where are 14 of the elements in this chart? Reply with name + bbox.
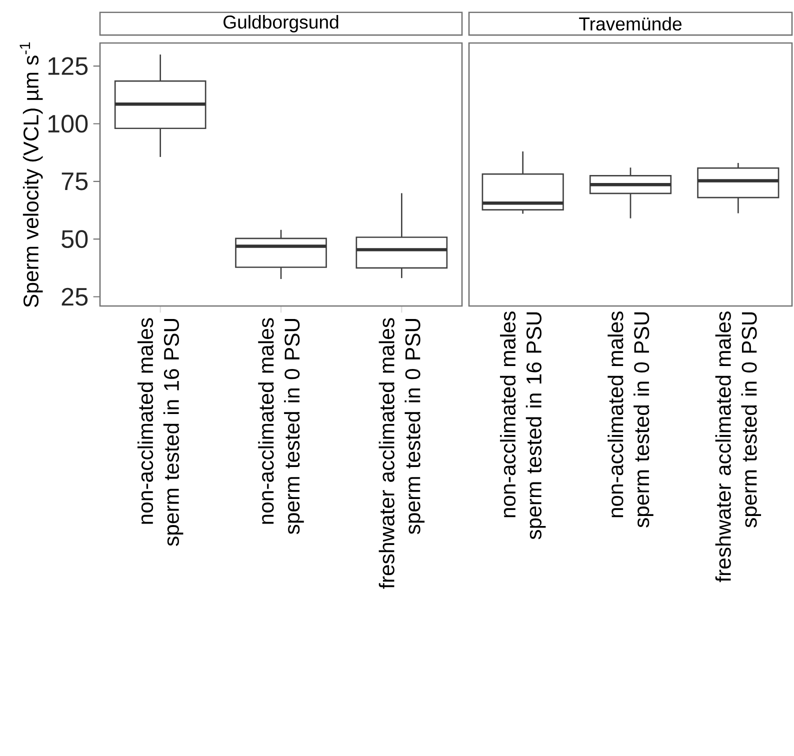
x-tick-label: freshwater acclimated males sperm tested in 0 PSU xyxy=(715,312,762,582)
x-tick-label: non-acclimated males sperm tested in 0 PSU xyxy=(608,312,654,528)
x-tick-label: non-acclimated males sperm tested in 16 PSU xyxy=(137,318,184,546)
y-tick-label: 75 xyxy=(62,172,88,190)
x-tick-label: non-acclimated males sperm tested in 0 PSU xyxy=(258,318,304,534)
y-tick-label: 125 xyxy=(48,57,88,76)
x-tick-label: freshwater acclimated males sperm tested in 0 PSU xyxy=(378,318,425,589)
y-tick-label: 100 xyxy=(48,114,88,133)
x-tick-label: non-acclimated males sperm tested in 16 PSU xyxy=(500,312,546,540)
y-tick-label: 25 xyxy=(62,288,88,306)
chart-title: Guldborgsund xyxy=(224,15,338,32)
chart-title: Travemünde xyxy=(579,16,682,31)
y-axis-title: Sperm velocity (VCL) µm s$^{-1}$ xyxy=(20,42,43,308)
y-tick-label: 50 xyxy=(62,230,88,248)
